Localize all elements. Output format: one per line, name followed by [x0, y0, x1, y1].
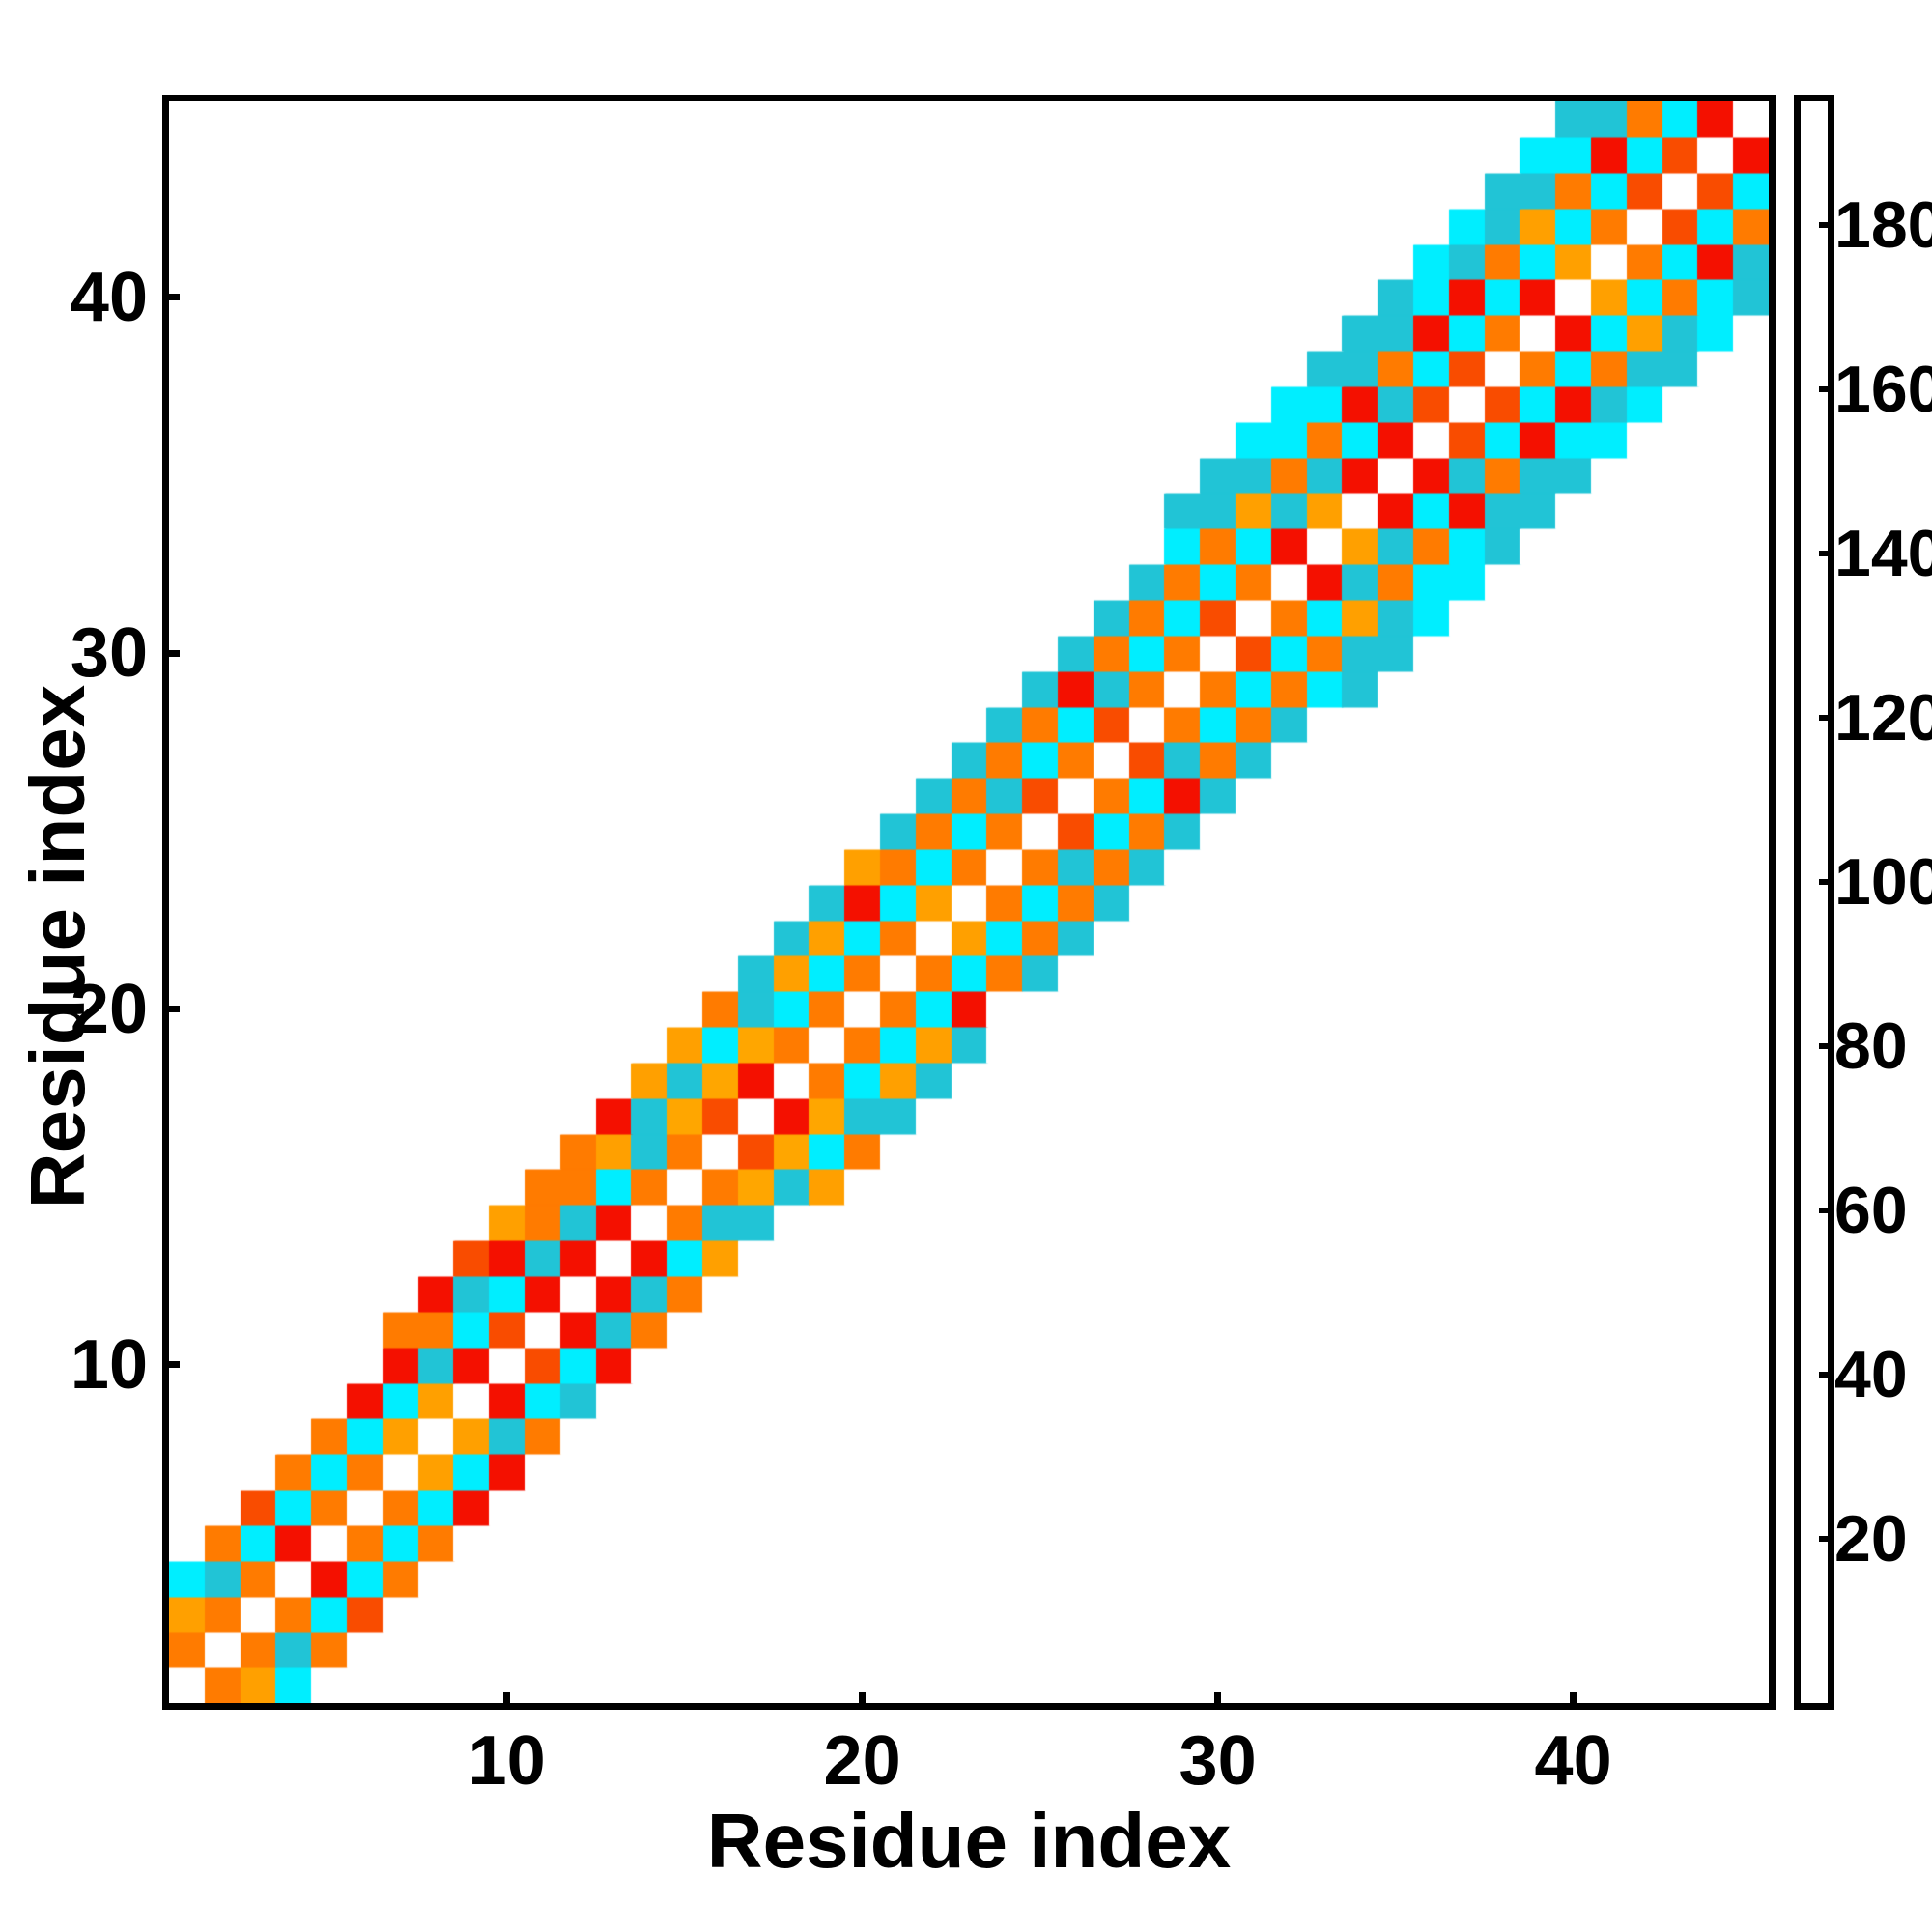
colorbar-tick-label: 140	[1834, 516, 1932, 590]
colorbar-tick-mark	[1819, 1535, 1833, 1542]
colorbar-tick-mark	[1819, 385, 1833, 392]
x-tick-label: 40	[1534, 1722, 1612, 1800]
colorbar-tick-mark	[1819, 550, 1833, 556]
y-tick-label: 10	[70, 1325, 148, 1404]
colorbar-tick-mark	[1819, 1042, 1833, 1049]
colorbar-tick-mark	[1819, 1371, 1833, 1378]
colorbar-tick-label: 80	[1834, 1009, 1908, 1083]
colorbar-frame	[1794, 95, 1834, 1710]
colorbar-tick-label: 120	[1834, 680, 1932, 754]
x-tick-mark	[503, 1692, 511, 1710]
colorbar-tick-label: 160	[1834, 352, 1932, 426]
y-axis-title: Residue index	[14, 684, 100, 1209]
colorbar-tick-label: 180	[1834, 187, 1932, 262]
x-tick-label: 20	[823, 1722, 901, 1800]
colorbar-tick-label: 20	[1834, 1501, 1908, 1576]
colorbar-tick-label: 100	[1834, 844, 1932, 919]
colorbar-tick-mark	[1819, 221, 1833, 228]
colorbar-tick-label: 40	[1834, 1337, 1908, 1411]
y-tick-mark	[162, 649, 180, 657]
colorbar[interactable]	[1794, 95, 1834, 1710]
x-tick-label: 10	[468, 1722, 546, 1800]
x-tick-mark	[1570, 1692, 1577, 1710]
heatmap-plot-area[interactable]	[162, 95, 1776, 1710]
colorbar-tick-label: 60	[1834, 1173, 1908, 1247]
y-tick-mark	[162, 1006, 180, 1013]
y-tick-label: 20	[70, 970, 148, 1048]
contact-map-canvas[interactable]	[169, 101, 1769, 1703]
x-tick-mark	[859, 1692, 867, 1710]
y-tick-label: 30	[70, 614, 148, 693]
colorbar-tick-mark	[1819, 878, 1833, 885]
y-tick-mark	[162, 294, 180, 301]
colorbar-tick-mark	[1819, 714, 1833, 721]
colorbar-tick-mark	[1819, 1207, 1833, 1213]
x-tick-mark	[1214, 1692, 1222, 1710]
y-tick-label: 40	[70, 258, 148, 336]
x-axis-title: Residue index	[706, 1798, 1232, 1884]
y-tick-mark	[162, 1361, 180, 1369]
x-tick-label: 30	[1179, 1722, 1257, 1800]
